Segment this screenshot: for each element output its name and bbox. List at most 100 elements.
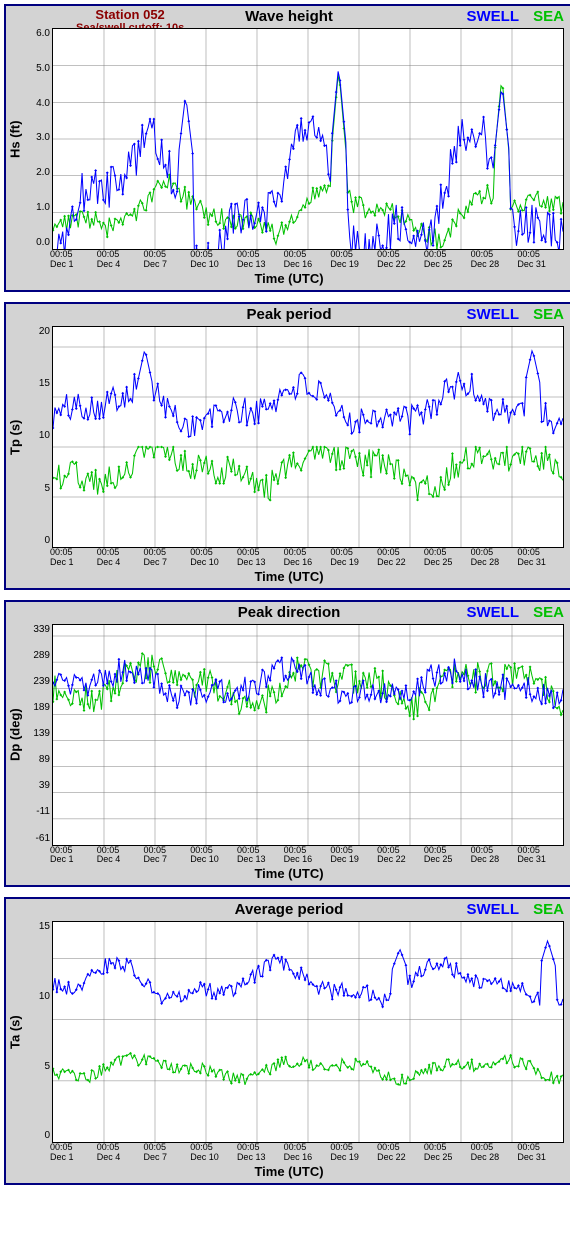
legend-sea: SEA <box>533 604 564 621</box>
x-tick: 00:05 Dec 1 <box>50 548 97 568</box>
y-tick: -61 <box>26 833 50 844</box>
y-tick: 139 <box>26 728 50 739</box>
panel-header: Peak period SWELL SEA <box>6 304 570 326</box>
plot-area <box>52 28 564 250</box>
y-tick: 10 <box>26 430 50 441</box>
x-tick: 00:05 Dec 4 <box>97 846 144 866</box>
y-tick: 0 <box>26 535 50 546</box>
y-tick: 6.0 <box>26 28 50 39</box>
y-tick: 3.0 <box>26 132 50 143</box>
y-tick: 5 <box>26 483 50 494</box>
y-tick: 0.0 <box>26 237 50 248</box>
x-tick: 00:05 Dec 25 <box>424 548 471 568</box>
x-tick: 00:05 Dec 22 <box>377 250 424 270</box>
chart-title: Peak period <box>246 306 331 323</box>
x-tick: 00:05 Dec 16 <box>284 846 331 866</box>
y-axis-ticks: 20 15 10 5 0 <box>24 326 52 546</box>
legend: SWELL SEA <box>466 604 564 621</box>
x-tick: 00:05 Dec 19 <box>330 1143 377 1163</box>
x-tick: 00:05 Dec 28 <box>471 846 518 866</box>
x-tick: 00:05 Dec 31 <box>517 250 564 270</box>
y-tick: 4.0 <box>26 98 50 109</box>
plot-area <box>52 624 564 846</box>
legend-sea: SEA <box>533 306 564 323</box>
x-tick: 00:05 Dec 13 <box>237 846 284 866</box>
x-tick: 00:05 Dec 13 <box>237 548 284 568</box>
y-tick: 0 <box>26 1130 50 1141</box>
x-axis-label: Time (UTC) <box>6 1163 570 1183</box>
y-tick: 20 <box>26 326 50 337</box>
plot-area <box>52 921 564 1143</box>
y-axis-label: Tp (s) <box>6 326 24 548</box>
legend-swell: SWELL <box>466 8 519 25</box>
x-axis-label: Time (UTC) <box>6 270 570 290</box>
x-tick: 00:05 Dec 10 <box>190 846 237 866</box>
x-tick: 00:05 Dec 19 <box>330 250 377 270</box>
x-tick: 00:05 Dec 7 <box>143 250 190 270</box>
x-tick: 00:05 Dec 7 <box>143 548 190 568</box>
legend-swell: SWELL <box>466 901 519 918</box>
x-tick: 00:05 Dec 22 <box>377 846 424 866</box>
x-tick: 00:05 Dec 4 <box>97 1143 144 1163</box>
x-tick: 00:05 Dec 25 <box>424 250 471 270</box>
y-tick: 2.0 <box>26 167 50 178</box>
chart-title: Wave height <box>245 8 333 25</box>
x-tick: 00:05 Dec 28 <box>471 548 518 568</box>
peak-period-panel: Peak period SWELL SEA Tp (s) 20 15 10 5 0 00… <box>4 302 570 590</box>
plot-area <box>52 326 564 548</box>
x-axis-ticks: 00:05 Dec 1 00:05 Dec 4 00:05 Dec 7 00:0… <box>6 548 570 568</box>
chart-title: Peak direction <box>238 604 341 621</box>
x-tick: 00:05 Dec 16 <box>284 1143 331 1163</box>
y-tick: 89 <box>26 754 50 765</box>
y-tick: 239 <box>26 676 50 687</box>
x-tick: 00:05 Dec 31 <box>517 846 564 866</box>
peak-direction-panel: Peak direction SWELL SEA Dp (deg) 339 289… <box>4 600 570 888</box>
x-tick: 00:05 Dec 4 <box>97 250 144 270</box>
y-tick: 10 <box>26 991 50 1002</box>
station-title: Station 052 <box>95 7 164 22</box>
x-tick: 00:05 Dec 10 <box>190 548 237 568</box>
x-tick: 00:05 Dec 10 <box>190 250 237 270</box>
y-tick: 289 <box>26 650 50 661</box>
legend: SWELL SEA <box>466 901 564 918</box>
y-axis-label: Dp (deg) <box>6 624 24 846</box>
legend: SWELL SEA <box>466 8 564 25</box>
average-period-panel: Average period SWELL SEA Ta (s) 151050 0… <box>4 897 570 1185</box>
x-tick: 00:05 Dec 13 <box>237 1143 284 1163</box>
y-axis-ticks: 3392892391891398939-11-61 <box>24 624 52 844</box>
panel-header: Peak direction SWELL SEA <box>6 602 570 624</box>
x-tick: 00:05 Dec 13 <box>237 250 284 270</box>
x-axis-label: Time (UTC) <box>6 865 570 885</box>
chart-title: Average period <box>235 901 344 918</box>
y-tick: -11 <box>26 806 50 817</box>
x-tick: 00:05 Dec 1 <box>50 250 97 270</box>
y-tick: 1.0 <box>26 202 50 213</box>
panel-header: Station 052 Sea/swell cutoff: 10s Wave h… <box>6 6 570 28</box>
x-tick: 00:05 Dec 7 <box>143 1143 190 1163</box>
panel-header: Average period SWELL SEA <box>6 899 570 921</box>
x-tick: 00:05 Dec 25 <box>424 1143 471 1163</box>
x-tick: 00:05 Dec 31 <box>517 548 564 568</box>
y-axis-label: Ta (s) <box>6 921 24 1143</box>
x-tick: 00:05 Dec 1 <box>50 846 97 866</box>
y-axis-label: Hs (ft) <box>6 28 24 250</box>
y-axis-ticks: 6.0 5.0 4.0 3.0 2.0 1.0 0.0 <box>24 28 52 248</box>
legend-swell: SWELL <box>466 306 519 323</box>
x-tick: 00:05 Dec 16 <box>284 250 331 270</box>
x-tick: 00:05 Dec 28 <box>471 250 518 270</box>
x-axis-ticks: 00:05 Dec 1 00:05 Dec 4 00:05 Dec 7 00:0… <box>6 250 570 270</box>
legend-sea: SEA <box>533 8 564 25</box>
x-tick: 00:05 Dec 7 <box>143 846 190 866</box>
x-tick: 00:05 Dec 10 <box>190 1143 237 1163</box>
x-axis-ticks: 00:05 Dec 1 00:05 Dec 4 00:05 Dec 7 00:0… <box>6 1143 570 1163</box>
x-axis-label: Time (UTC) <box>6 568 570 588</box>
y-tick: 5.0 <box>26 63 50 74</box>
x-tick: 00:05 Dec 31 <box>517 1143 564 1163</box>
legend-swell: SWELL <box>466 604 519 621</box>
x-tick: 00:05 Dec 28 <box>471 1143 518 1163</box>
y-tick: 339 <box>26 624 50 635</box>
y-tick: 5 <box>26 1061 50 1072</box>
y-tick: 15 <box>26 378 50 389</box>
legend: SWELL SEA <box>466 306 564 323</box>
y-tick: 39 <box>26 780 50 791</box>
